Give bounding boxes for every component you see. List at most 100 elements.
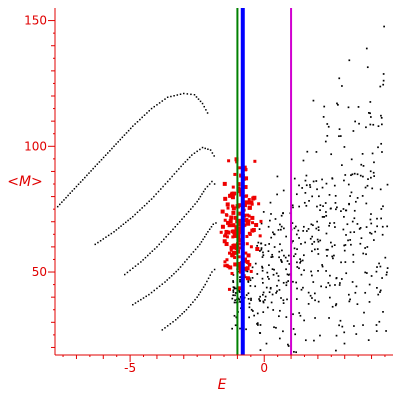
y-tick-label: 100: [24, 139, 47, 153]
black-point: [328, 317, 330, 319]
black-point: [380, 217, 382, 220]
curve-point: [142, 259, 144, 261]
red-point: [230, 195, 235, 200]
black-point: [311, 297, 313, 299]
vertical-lines-layer: [236, 8, 293, 355]
curve-point: [181, 218, 183, 220]
black-point: [366, 66, 369, 69]
black-point: [282, 330, 284, 333]
black-point: [356, 303, 359, 306]
curve-point: [75, 185, 78, 188]
red-point: [245, 242, 249, 246]
black-point: [369, 116, 372, 118]
curve-point: [136, 211, 139, 214]
curve-point: [143, 114, 146, 116]
black-point: [353, 325, 355, 327]
black-point: [321, 178, 323, 181]
curve-point: [211, 180, 213, 183]
black-point: [287, 254, 290, 257]
curve-point: [197, 98, 200, 100]
red-point: [230, 271, 234, 275]
black-point: [322, 116, 325, 118]
black-point: [335, 303, 338, 305]
black-point: [307, 228, 310, 230]
curve-point: [88, 172, 90, 174]
black-point: [310, 223, 313, 226]
black-point: [307, 291, 310, 294]
black-point: [234, 292, 237, 294]
black-point: [339, 135, 342, 137]
black-point: [358, 122, 360, 125]
black-point: [249, 285, 252, 287]
black-point: [266, 271, 269, 274]
curve-point: [209, 149, 212, 151]
black-point: [316, 248, 319, 250]
curve-point: [202, 238, 204, 241]
red-point: [243, 185, 248, 190]
black-point: [231, 327, 233, 330]
black-point: [331, 305, 334, 308]
black-point: [335, 349, 337, 352]
x-axis-title: E: [218, 377, 227, 393]
curve-point: [145, 295, 147, 298]
black-point: [261, 269, 264, 272]
black-point: [233, 287, 236, 290]
black-point: [264, 295, 267, 298]
black-point: [302, 286, 304, 289]
red-point: [236, 234, 241, 239]
black-point: [371, 187, 374, 190]
axes-layer: [54, 8, 393, 356]
black-point: [304, 241, 306, 244]
black-point: [270, 236, 273, 239]
curve-point: [199, 100, 202, 103]
red-point: [233, 172, 237, 176]
black-point: [304, 192, 307, 194]
black-point: [334, 284, 336, 286]
red-point: [227, 251, 231, 255]
black-point: [321, 186, 324, 189]
black-point: [340, 278, 343, 280]
black-point: [300, 288, 303, 291]
black-point: [330, 207, 332, 210]
black-point: [382, 205, 384, 208]
red-point: [238, 166, 242, 170]
red-point: [258, 234, 262, 238]
black-point: [378, 320, 381, 323]
curve-point: [153, 248, 156, 250]
curve-point: [104, 154, 107, 156]
black-point: [262, 254, 265, 257]
black-point: [317, 253, 320, 255]
red-point: [231, 191, 236, 196]
red-point: [231, 206, 236, 211]
curve-point: [178, 168, 180, 170]
black-point: [257, 324, 259, 326]
black-point: [285, 235, 287, 238]
curve-point: [166, 180, 169, 183]
curve-point: [179, 266, 182, 268]
red-point: [244, 251, 248, 255]
black-point: [232, 280, 234, 282]
black-point: [283, 254, 285, 257]
red-point: [245, 217, 249, 221]
black-point: [334, 202, 337, 204]
black-point: [317, 226, 320, 229]
black-point: [379, 289, 382, 292]
black-point: [325, 270, 327, 272]
black-point: [269, 286, 272, 289]
black-curves-layer: [56, 92, 217, 331]
red-point: [237, 255, 241, 259]
black-point: [319, 239, 322, 242]
curve-point: [140, 261, 142, 263]
black-point: [327, 125, 330, 128]
curve-point: [177, 268, 180, 271]
black-point: [370, 232, 373, 235]
curve-point: [167, 233, 170, 236]
curve-point: [144, 256, 147, 259]
black-point: [386, 225, 389, 228]
black-point: [232, 294, 235, 297]
black-point: [295, 233, 298, 236]
black-point: [297, 229, 300, 232]
black-point: [362, 324, 364, 326]
black-point: [270, 213, 272, 215]
curve-point: [90, 170, 92, 172]
